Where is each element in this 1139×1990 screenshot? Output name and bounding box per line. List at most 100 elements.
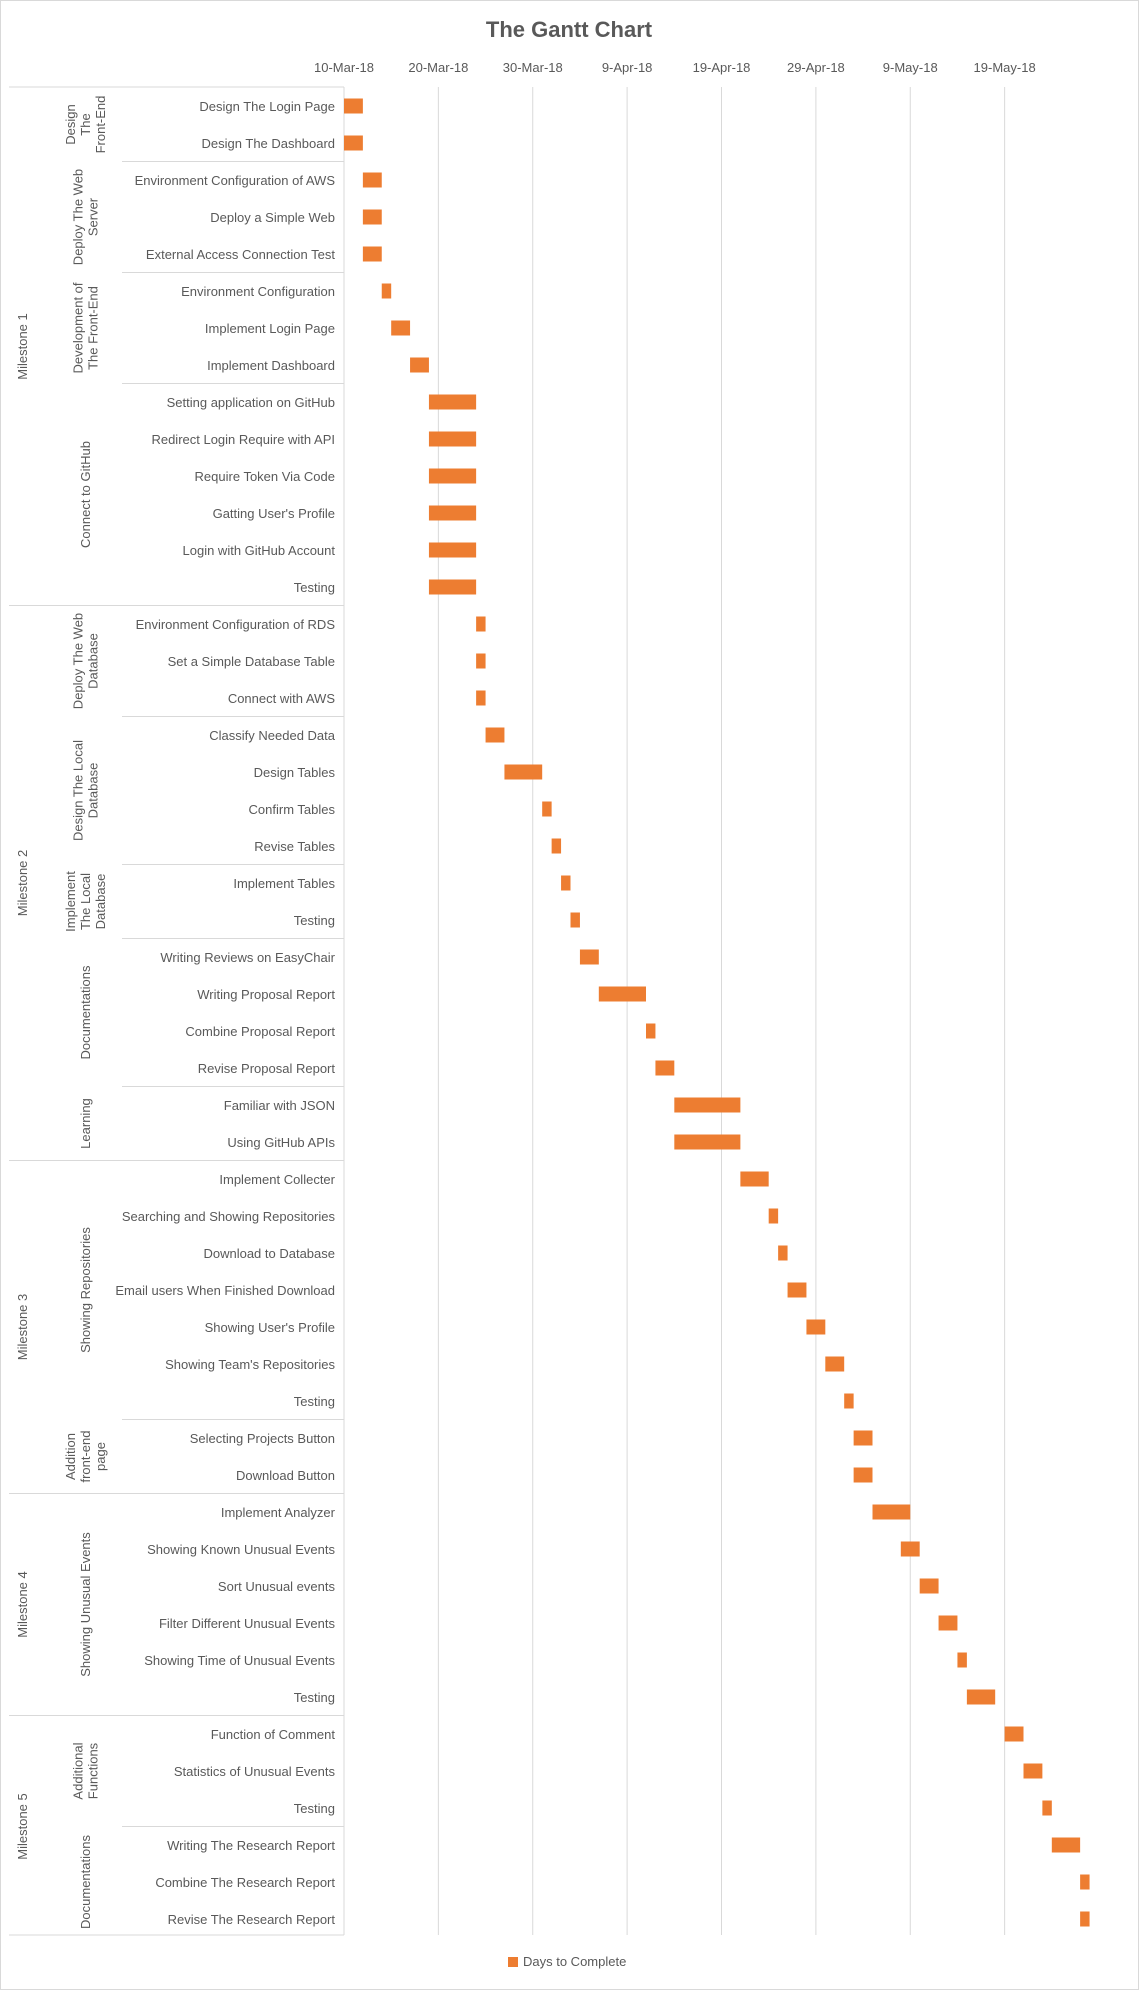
group-label: Learning: [78, 1098, 93, 1149]
task-bar: [806, 1319, 826, 1335]
legend-swatch: [508, 1957, 518, 1967]
task-label: Sort Unusual events: [218, 1579, 336, 1594]
task-label: Selecting Projects Button: [190, 1431, 335, 1446]
milestone-label: Milestone 2: [15, 850, 30, 916]
task-label: Implement Tables: [233, 876, 335, 891]
group-label: Deploy The Web: [71, 613, 86, 709]
task-bar: [551, 838, 562, 854]
task-label: Testing: [294, 1394, 335, 1409]
group-label: Server: [86, 197, 101, 236]
x-tick-label: 20-Mar-18: [408, 60, 468, 75]
task-label: Showing User's Profile: [205, 1320, 335, 1335]
task-bar: [844, 1393, 854, 1409]
task-bar: [344, 135, 363, 151]
task-bar: [938, 1615, 958, 1631]
x-tick-label: 19-May-18: [974, 60, 1036, 75]
group-label: Documentations: [78, 1835, 93, 1929]
task-label: Require Token Via Code: [195, 469, 335, 484]
milestone-label: Milestone 5: [15, 1793, 30, 1859]
x-tick-label: 10-Mar-18: [314, 60, 374, 75]
task-label: Confirm Tables: [249, 802, 336, 817]
task-label: Familiar with JSON: [224, 1098, 335, 1113]
group-label: Implement: [63, 871, 78, 932]
task-bar: [579, 949, 599, 965]
task-bar: [381, 283, 392, 299]
task-bar: [768, 1208, 779, 1224]
task-label: Redirect Login Require with API: [151, 432, 335, 447]
milestone-label: Milestone 4: [15, 1571, 30, 1637]
task-bar: [674, 1134, 741, 1150]
group-label: Deploy The Web: [71, 169, 86, 265]
task-bar: [1051, 1837, 1081, 1853]
task-bar: [428, 542, 477, 558]
task-bar: [655, 1060, 675, 1076]
task-label: External Access Connection Test: [146, 247, 335, 262]
x-tick-label: 9-Apr-18: [602, 60, 653, 75]
task-label: Design Tables: [254, 765, 336, 780]
group-label: Showing Unusual Events: [78, 1532, 93, 1677]
task-label: Download Button: [236, 1468, 335, 1483]
group-label: The: [78, 113, 93, 135]
task-bar: [853, 1467, 873, 1483]
task-bar: [1023, 1763, 1043, 1779]
task-bar: [428, 579, 477, 595]
task-bar: [598, 986, 646, 1002]
group-label: Development of: [71, 282, 86, 373]
task-bar: [410, 357, 429, 373]
task-bar: [542, 801, 552, 817]
group-label: front-end: [78, 1430, 93, 1482]
group-label: Addition: [63, 1433, 78, 1480]
task-label: Showing Known Unusual Events: [147, 1542, 335, 1557]
task-label: Testing: [294, 1690, 335, 1705]
task-bar: [428, 468, 477, 484]
task-label: Using GitHub APIs: [227, 1135, 335, 1150]
group-label: Showing Repositories: [78, 1227, 93, 1353]
task-bar: [825, 1356, 845, 1372]
task-label: Testing: [294, 1801, 335, 1816]
task-bar: [391, 320, 411, 336]
task-label: Function of Comment: [211, 1727, 336, 1742]
task-bar: [674, 1097, 741, 1113]
task-label: Filter Different Unusual Events: [159, 1616, 336, 1631]
task-label: Set a Simple Database Table: [168, 654, 335, 669]
group-label: The Front-End: [86, 286, 101, 370]
task-bar: [428, 394, 477, 410]
group-label: Database: [93, 874, 108, 930]
task-bar: [1004, 1726, 1024, 1742]
milestone-labels: Milestone 1 Milestone 2 Milestone 3 Milesto…: [15, 313, 30, 1859]
group-label: Database: [86, 633, 101, 689]
x-tick-label: 9-May-18: [883, 60, 938, 75]
task-bar: [872, 1504, 911, 1520]
group-label: Functions: [86, 1742, 101, 1799]
x-tick-label: 30-Mar-18: [503, 60, 563, 75]
task-bar: [504, 764, 543, 780]
chart-title: The Gantt Chart: [486, 17, 653, 42]
task-bar: [1042, 1800, 1052, 1816]
task-bar: [778, 1245, 788, 1261]
task-bar: [362, 172, 382, 188]
x-tick-label: 29-Apr-18: [787, 60, 845, 75]
task-bar: [740, 1171, 769, 1187]
task-bar: [853, 1430, 873, 1446]
task-label: Statistics of Unusual Events: [174, 1764, 336, 1779]
task-label: Gatting User's Profile: [213, 506, 335, 521]
x-tick-label: 19-Apr-18: [693, 60, 751, 75]
milestone-label: Milestone 3: [15, 1294, 30, 1360]
task-bar: [476, 653, 486, 669]
task-label: Design The Dashboard: [202, 136, 335, 151]
task-bar: [476, 616, 486, 632]
task-bars: [344, 98, 1090, 1927]
task-label: Deploy a Simple Web: [210, 210, 335, 225]
task-label: Revise The Research Report: [168, 1912, 336, 1927]
task-bar: [570, 912, 580, 928]
legend-label: Days to Complete: [523, 1954, 626, 1969]
task-label: Writing Reviews on EasyChair: [160, 950, 335, 965]
task-bar: [344, 98, 363, 114]
task-bar: [919, 1578, 939, 1594]
x-axis-tick-labels: 10-Mar-18 20-Mar-18 30-Mar-18 9-Apr-18 19-Ap…: [314, 60, 1036, 75]
task-label: Login with GitHub Account: [183, 543, 336, 558]
task-label: Writing Proposal Report: [197, 987, 335, 1002]
task-label: Showing Team's Repositories: [165, 1357, 335, 1372]
